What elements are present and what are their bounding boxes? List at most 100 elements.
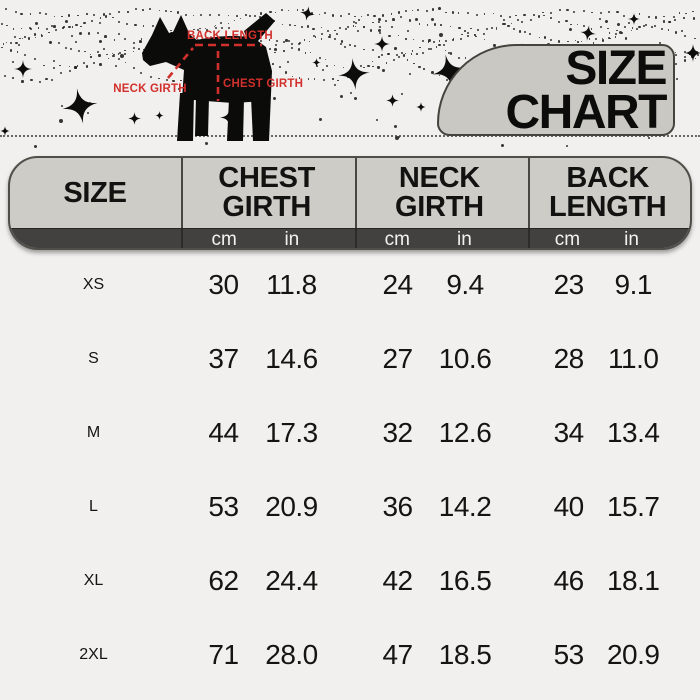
back-length-cell: 46 18.1 <box>526 544 692 618</box>
size-badge: 2XL <box>79 646 107 664</box>
size-cell: L <box>8 470 179 544</box>
sparkle-icon <box>312 58 321 67</box>
chest-in-value: 11.8 <box>266 269 317 300</box>
back-cm-value: 34 <box>553 417 585 448</box>
chest-girth-cell: 71 28.0 <box>179 618 353 692</box>
chest-cm-value: 71 <box>208 639 239 670</box>
header-size: SIZE <box>63 176 127 209</box>
size-cell: XL <box>8 544 179 618</box>
chest-girth-cell: 62 24.4 <box>179 544 353 618</box>
units-bar: cm in cm in cm in <box>10 228 690 250</box>
back-in-value: 20.9 <box>606 639 660 670</box>
size-label: M <box>86 424 101 441</box>
units-chest: cm in <box>180 228 353 250</box>
decor-dotted-line <box>0 135 700 137</box>
page-title-line2: CHART <box>505 86 668 139</box>
title-plate: SIZE CHART <box>437 42 675 139</box>
sparkle-icon <box>336 56 371 91</box>
neck-in-value: 12.6 <box>438 417 492 448</box>
header-col-separator <box>181 158 183 248</box>
neck-cm-value: 32 <box>382 417 413 448</box>
unit-in: in <box>284 228 300 250</box>
units-size-empty <box>10 229 180 248</box>
neck-girth-cell: 36 14.2 <box>353 470 526 544</box>
neck-girth-cell: 42 16.5 <box>353 544 526 618</box>
back-cm-value: 46 <box>553 565 585 596</box>
sparkle-icon <box>416 102 426 112</box>
neck-cm-value: 36 <box>382 491 413 522</box>
back-in-value: 11.0 <box>608 343 659 374</box>
size-label: L <box>89 498 98 515</box>
back-cm-value: 40 <box>553 491 585 522</box>
back-cm-value: 23 <box>553 269 585 300</box>
back-length-cell: 53 20.9 <box>526 618 692 692</box>
back-in-value: 13.4 <box>606 417 660 448</box>
neck-in-value: 14.2 <box>438 491 492 522</box>
chest-cm-value: 37 <box>208 343 239 374</box>
sparkle-icon <box>386 94 399 107</box>
sparkle-icon <box>59 85 101 127</box>
chest-cm-value: 62 <box>208 565 239 596</box>
header-col-separator <box>528 158 530 248</box>
back-cm-value: 53 <box>553 639 585 670</box>
table-row: M 44 17.3 32 12.6 34 13.4 <box>8 396 692 470</box>
sparkle-icon <box>684 44 700 62</box>
back-in-value: 18.1 <box>606 565 660 596</box>
table-row: L 53 20.9 36 14.2 40 15.7 <box>8 470 692 544</box>
back-length-cell: 28 11.0 <box>526 322 692 396</box>
chest-in-value: 24.4 <box>265 565 318 596</box>
chest-cm-value: 53 <box>208 491 239 522</box>
header-col-separator <box>355 158 357 248</box>
neck-girth-cell: 32 12.6 <box>353 396 526 470</box>
back-length-cell: 23 9.1 <box>526 248 692 322</box>
back-length-label: BACK LENGTH <box>187 30 273 42</box>
size-cell: M <box>8 396 179 470</box>
chest-in-value: 20.9 <box>265 491 318 522</box>
size-label: XS <box>82 276 105 293</box>
sparkle-icon <box>299 5 317 23</box>
unit-cm: cm <box>211 228 237 250</box>
page-title-line1: SIZE <box>565 42 667 95</box>
chest-in-value: 17.3 <box>265 417 318 448</box>
table-row: S 37 14.6 27 10.6 28 11.0 <box>8 322 692 396</box>
neck-in-value: 9.4 <box>446 269 484 300</box>
neck-girth-cell: 47 18.5 <box>353 618 526 692</box>
chest-girth-cell: 44 17.3 <box>179 396 353 470</box>
table-row: XL 62 24.4 42 16.5 46 18.1 <box>8 544 692 618</box>
header-back-length: BACK LENGTH <box>548 162 667 223</box>
back-in-value: 15.7 <box>606 491 660 522</box>
neck-cm-value: 27 <box>382 343 413 374</box>
size-badge: M <box>87 424 100 442</box>
table-row: XS 30 11.8 24 9.4 23 9.1 <box>8 248 692 322</box>
table-header: SIZE CHEST GIRTH NECK GIRTH BACK LENGTH … <box>8 156 692 250</box>
neck-in-value: 18.5 <box>438 639 492 670</box>
size-badge: S <box>88 350 99 368</box>
sparkle-icon <box>14 60 32 78</box>
size-badge: XS <box>83 276 104 294</box>
size-label: 2XL <box>79 646 108 663</box>
table-row: 2XL 71 28.0 47 18.5 53 20.9 <box>8 618 692 692</box>
unit-cm: cm <box>554 228 581 250</box>
unit-in: in <box>624 228 639 250</box>
back-length-cell: 34 13.4 <box>526 396 692 470</box>
dog-silhouette-icon <box>142 13 275 141</box>
chest-girth-cell: 37 14.6 <box>179 322 353 396</box>
sparkle-icon <box>0 126 10 136</box>
size-cell: 2XL <box>8 618 179 692</box>
chest-in-value: 14.6 <box>265 343 318 374</box>
sparkle-icon <box>374 36 390 52</box>
back-in-value: 9.1 <box>614 269 653 300</box>
neck-girth-cell: 24 9.4 <box>353 248 526 322</box>
unit-cm: cm <box>384 228 410 250</box>
back-cm-value: 28 <box>553 343 585 374</box>
units-neck: cm in <box>353 228 525 250</box>
chest-girth-cell: 30 11.8 <box>179 248 353 322</box>
units-back: cm in <box>525 228 690 250</box>
size-label: XL <box>83 572 104 589</box>
chest-girth-label: CHEST GIRTH <box>223 78 303 90</box>
sparkle-icon <box>628 13 640 25</box>
size-badge: XL <box>84 572 104 590</box>
neck-cm-value: 42 <box>382 565 413 596</box>
size-cell: XS <box>8 248 179 322</box>
